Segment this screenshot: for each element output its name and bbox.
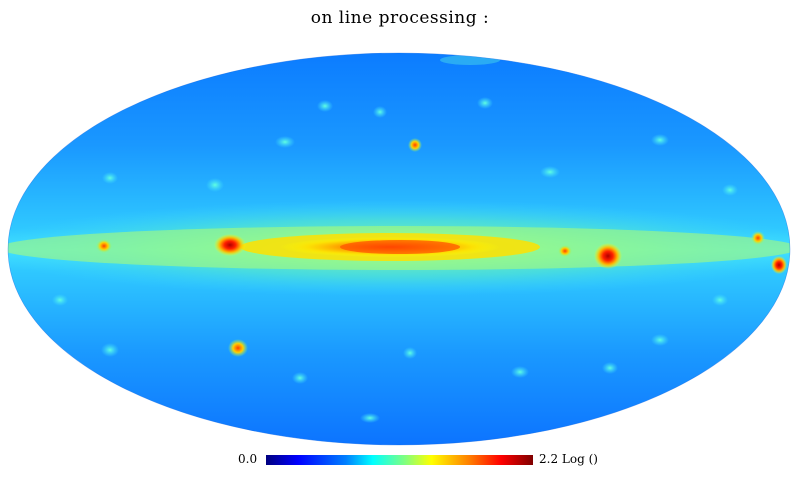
colorbar: 0.0 2.2 Log (): [0, 450, 800, 472]
hotspot-lmc: [228, 339, 248, 357]
hotspot-vela: [594, 243, 622, 269]
colorbar-max-label: 2.2 Log (): [539, 452, 598, 466]
hotspot-edge-right: [771, 256, 787, 274]
colorbar-gradient: [266, 455, 533, 465]
colorbar-min-label: 0.0: [238, 452, 258, 466]
hotspot-cygnus: [214, 234, 246, 256]
map-title: on line processing :: [310, 8, 490, 28]
